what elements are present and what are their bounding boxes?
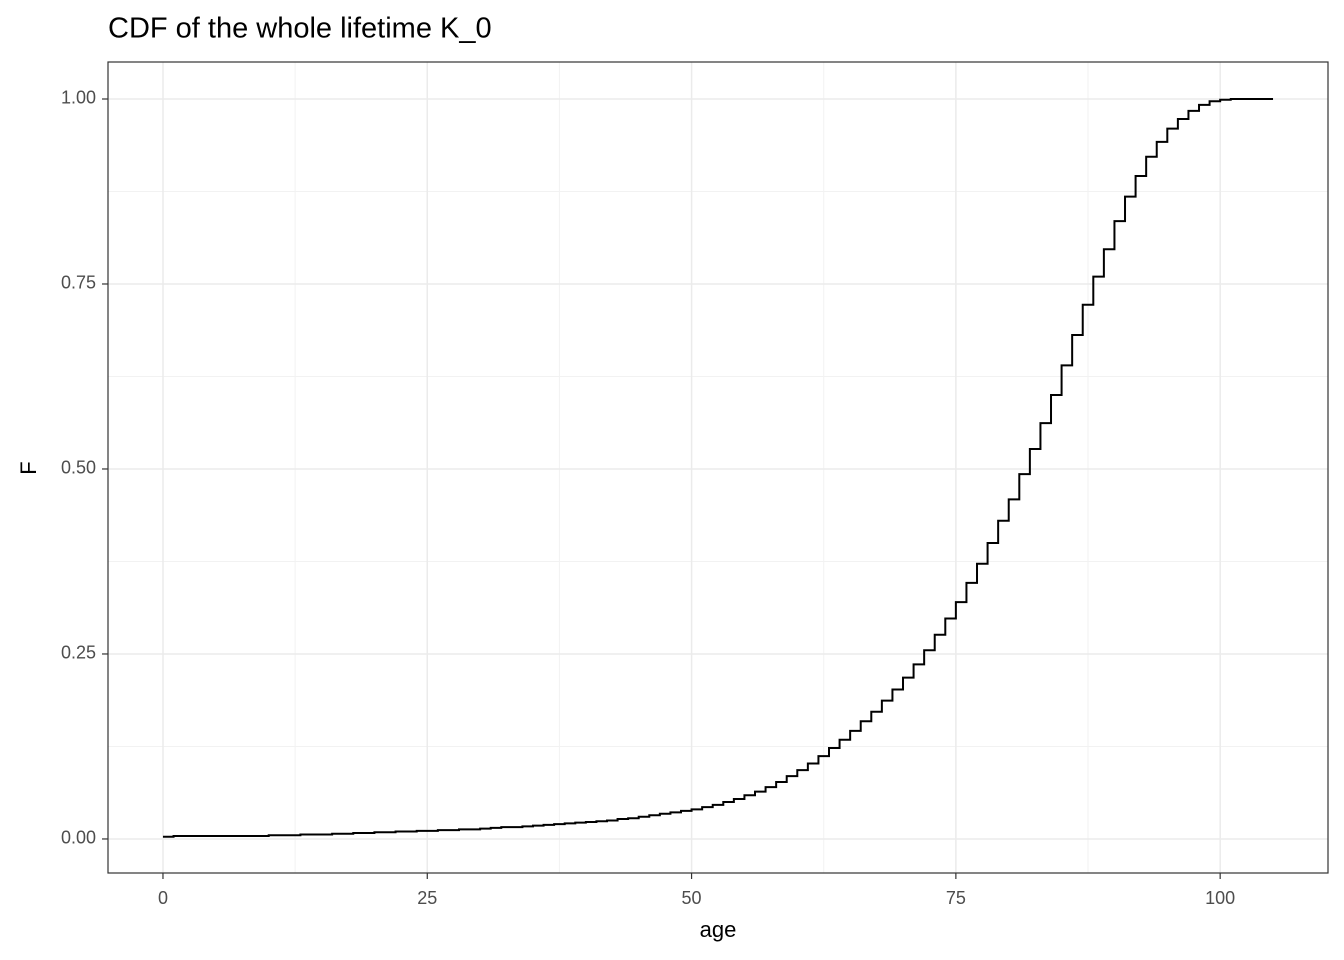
- chart-title: CDF of the whole lifetime K_0: [108, 13, 492, 45]
- cdf-line: [162, 97, 1274, 838]
- x-axis-title: age: [700, 917, 737, 942]
- x-tick-label: 25: [417, 888, 437, 908]
- x-tick-label: 75: [946, 888, 966, 908]
- y-tick-label: 0.50: [61, 458, 96, 478]
- x-tick-label: 50: [682, 888, 702, 908]
- y-tick-label: 1.00: [61, 88, 96, 108]
- y-axis-title: F: [16, 461, 41, 474]
- y-tick-label: 0.75: [61, 273, 96, 293]
- x-tick-label: 100: [1205, 888, 1235, 908]
- y-tick-label: 0.00: [61, 828, 96, 848]
- y-tick-label: 0.25: [61, 643, 96, 663]
- x-tick-label: 0: [158, 888, 168, 908]
- panel-border: [107, 61, 1329, 874]
